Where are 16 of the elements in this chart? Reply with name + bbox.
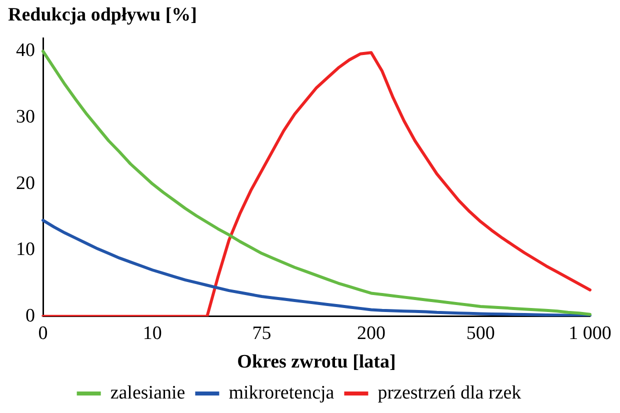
y-tick-label: 0 xyxy=(26,305,35,326)
legend-label: zalesianie xyxy=(110,382,186,404)
y-tick-label: 20 xyxy=(16,172,35,194)
y-tick-label: 40 xyxy=(16,40,35,62)
x-tick-label: 500 xyxy=(466,322,495,344)
x-tick-label: 0 xyxy=(38,322,48,344)
y-axis-title: Redukcja odpływu [%] xyxy=(8,4,197,26)
legend-label: mikroretencja xyxy=(228,382,335,404)
y-tick-label: 10 xyxy=(16,239,35,260)
legend-label: przestrzeń dla rzek xyxy=(378,382,522,404)
x-tick-label: 200 xyxy=(356,322,386,344)
x-tick-label: 1 000 xyxy=(568,322,612,344)
y-tick-label: 30 xyxy=(16,106,35,128)
x-axis-title: Okres zwrotu [lata] xyxy=(237,352,396,373)
x-tick-label: 75 xyxy=(252,322,272,344)
x-tick-label: 10 xyxy=(142,322,162,344)
